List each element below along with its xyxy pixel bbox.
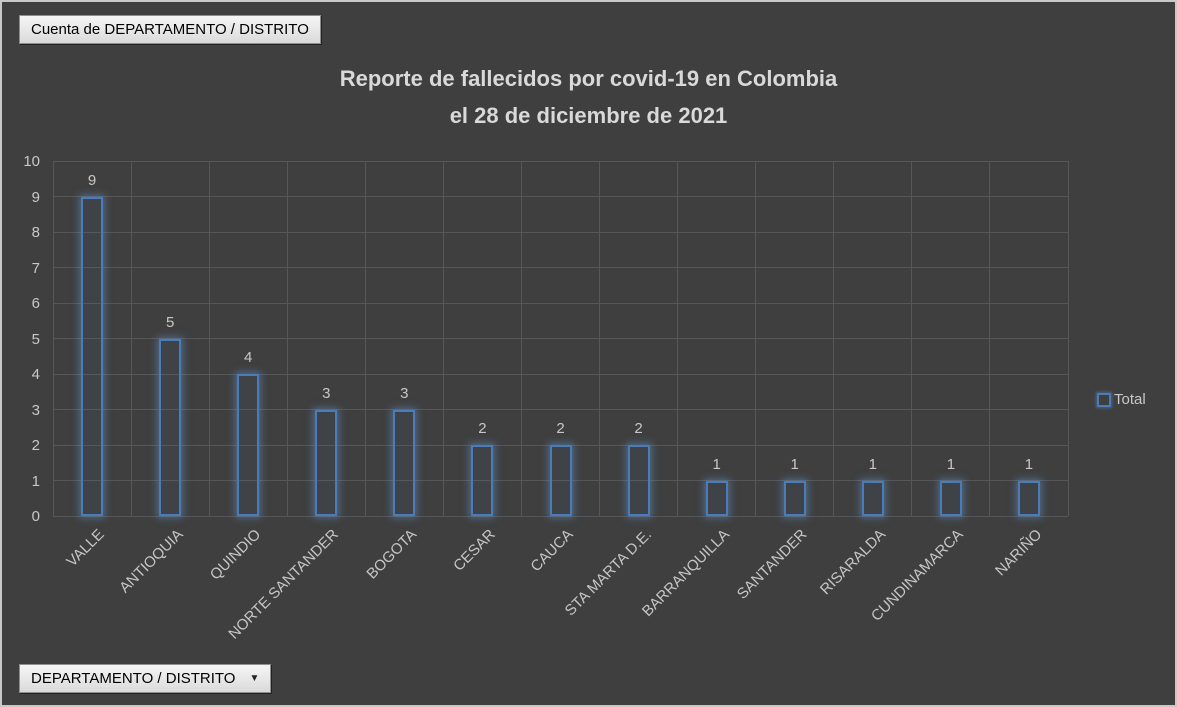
category-label-text: VALLE — [63, 526, 109, 571]
gridline — [53, 196, 1068, 197]
category-label-text: QUINDIO — [206, 526, 265, 584]
gridline — [52, 161, 54, 516]
x-axis: VALLE ANTIOQUIA QUINDIO NORTE SANTANDER BOGO… — [53, 518, 1068, 668]
gridline — [53, 409, 1068, 410]
gridline — [755, 161, 757, 516]
legend: Total — [1097, 391, 1146, 408]
gridline — [1067, 161, 1069, 516]
data-label: 5 — [165, 313, 175, 331]
axis-field-label: DEPARTAMENTO / DISTRITO — [31, 670, 236, 687]
bar — [549, 445, 572, 516]
y-tick-label: 1 — [31, 472, 40, 490]
y-tick-label: 8 — [31, 224, 40, 241]
gridline — [208, 161, 210, 516]
category-label-text: CAUCA — [527, 526, 577, 576]
gridline — [833, 161, 835, 516]
bar — [159, 338, 182, 516]
gridline — [911, 161, 913, 516]
gridline — [286, 161, 288, 516]
data-label: 1 — [712, 455, 721, 473]
values-field-button[interactable]: Cuenta de DEPARTAMENTO / DISTRITO — [19, 15, 321, 44]
bar — [315, 409, 338, 516]
data-label: 3 — [400, 384, 409, 402]
gridline — [53, 302, 1068, 304]
data-label: 1 — [946, 455, 956, 473]
y-tick-label: 0 — [31, 508, 40, 525]
data-label: 1 — [868, 455, 877, 473]
bar — [939, 480, 962, 516]
gridline — [989, 161, 991, 516]
gridline — [53, 267, 1068, 268]
bar — [705, 480, 728, 516]
gridline — [53, 480, 1068, 481]
y-tick-label: 5 — [31, 330, 40, 348]
dropdown-arrow-icon[interactable]: ▼ — [249, 673, 260, 684]
chart-title-line2: el 28 de diciembre de 2021 — [449, 103, 728, 128]
chart-title-line1: Reporte de fallecidos por covid-19 en Co… — [339, 66, 838, 91]
legend-marker-icon — [1097, 392, 1111, 407]
gridline — [442, 161, 444, 516]
bar — [393, 409, 416, 516]
gridline — [599, 161, 601, 516]
bar — [471, 445, 494, 516]
data-label: 2 — [478, 420, 487, 437]
data-label: 2 — [634, 420, 643, 437]
y-tick-label: 10 — [23, 153, 40, 170]
bar — [861, 480, 884, 516]
y-tick-label: 6 — [31, 295, 40, 312]
bar — [1017, 480, 1040, 516]
bar — [237, 374, 260, 516]
data-label: 1 — [790, 455, 799, 473]
data-label: 9 — [87, 171, 97, 189]
category-label-text: ANTIOQUIA — [115, 526, 187, 597]
category-label-text: NARIÑO — [991, 526, 1045, 580]
gridline — [53, 231, 1068, 233]
gridline — [364, 161, 366, 516]
category-label-text: SANTANDER — [734, 526, 811, 603]
gridline — [520, 161, 522, 516]
gridline — [677, 161, 679, 516]
chart-title: Reporte de fallecidos por covid-19 en Co… — [2, 60, 1175, 134]
data-label: 3 — [322, 384, 331, 402]
category-label-text: CESAR — [449, 526, 499, 575]
gridline — [53, 338, 1068, 339]
category-label-text: RISARALDA — [816, 526, 889, 599]
y-tick-label: 2 — [31, 437, 40, 454]
gridline — [53, 373, 1068, 375]
plot-area: 9 5 4 3 3 2 2 2 1 1 1 1 1 — [52, 160, 1069, 517]
category-label-text: BOGOTA — [363, 526, 421, 583]
data-label: 1 — [1024, 455, 1034, 473]
y-tick-label: 3 — [31, 401, 40, 419]
values-field-label: Cuenta de DEPARTAMENTO / DISTRITO — [31, 21, 309, 38]
gridline — [53, 160, 1068, 162]
axis-field-dropdown-button[interactable]: DEPARTAMENTO / DISTRITO ▼ — [19, 664, 271, 693]
y-axis: 0 1 2 3 4 5 6 7 8 9 10 — [2, 153, 40, 525]
legend-series-label: Total — [1114, 391, 1146, 408]
bar — [81, 196, 104, 516]
y-tick-label: 4 — [31, 366, 40, 383]
y-tick-label: 9 — [31, 188, 40, 206]
y-tick-label: 7 — [31, 259, 40, 277]
bar — [627, 445, 650, 516]
gridline — [130, 161, 132, 516]
data-label: 4 — [244, 349, 253, 366]
data-label: 2 — [556, 420, 565, 437]
gridline — [53, 515, 1068, 517]
bar — [783, 480, 806, 516]
